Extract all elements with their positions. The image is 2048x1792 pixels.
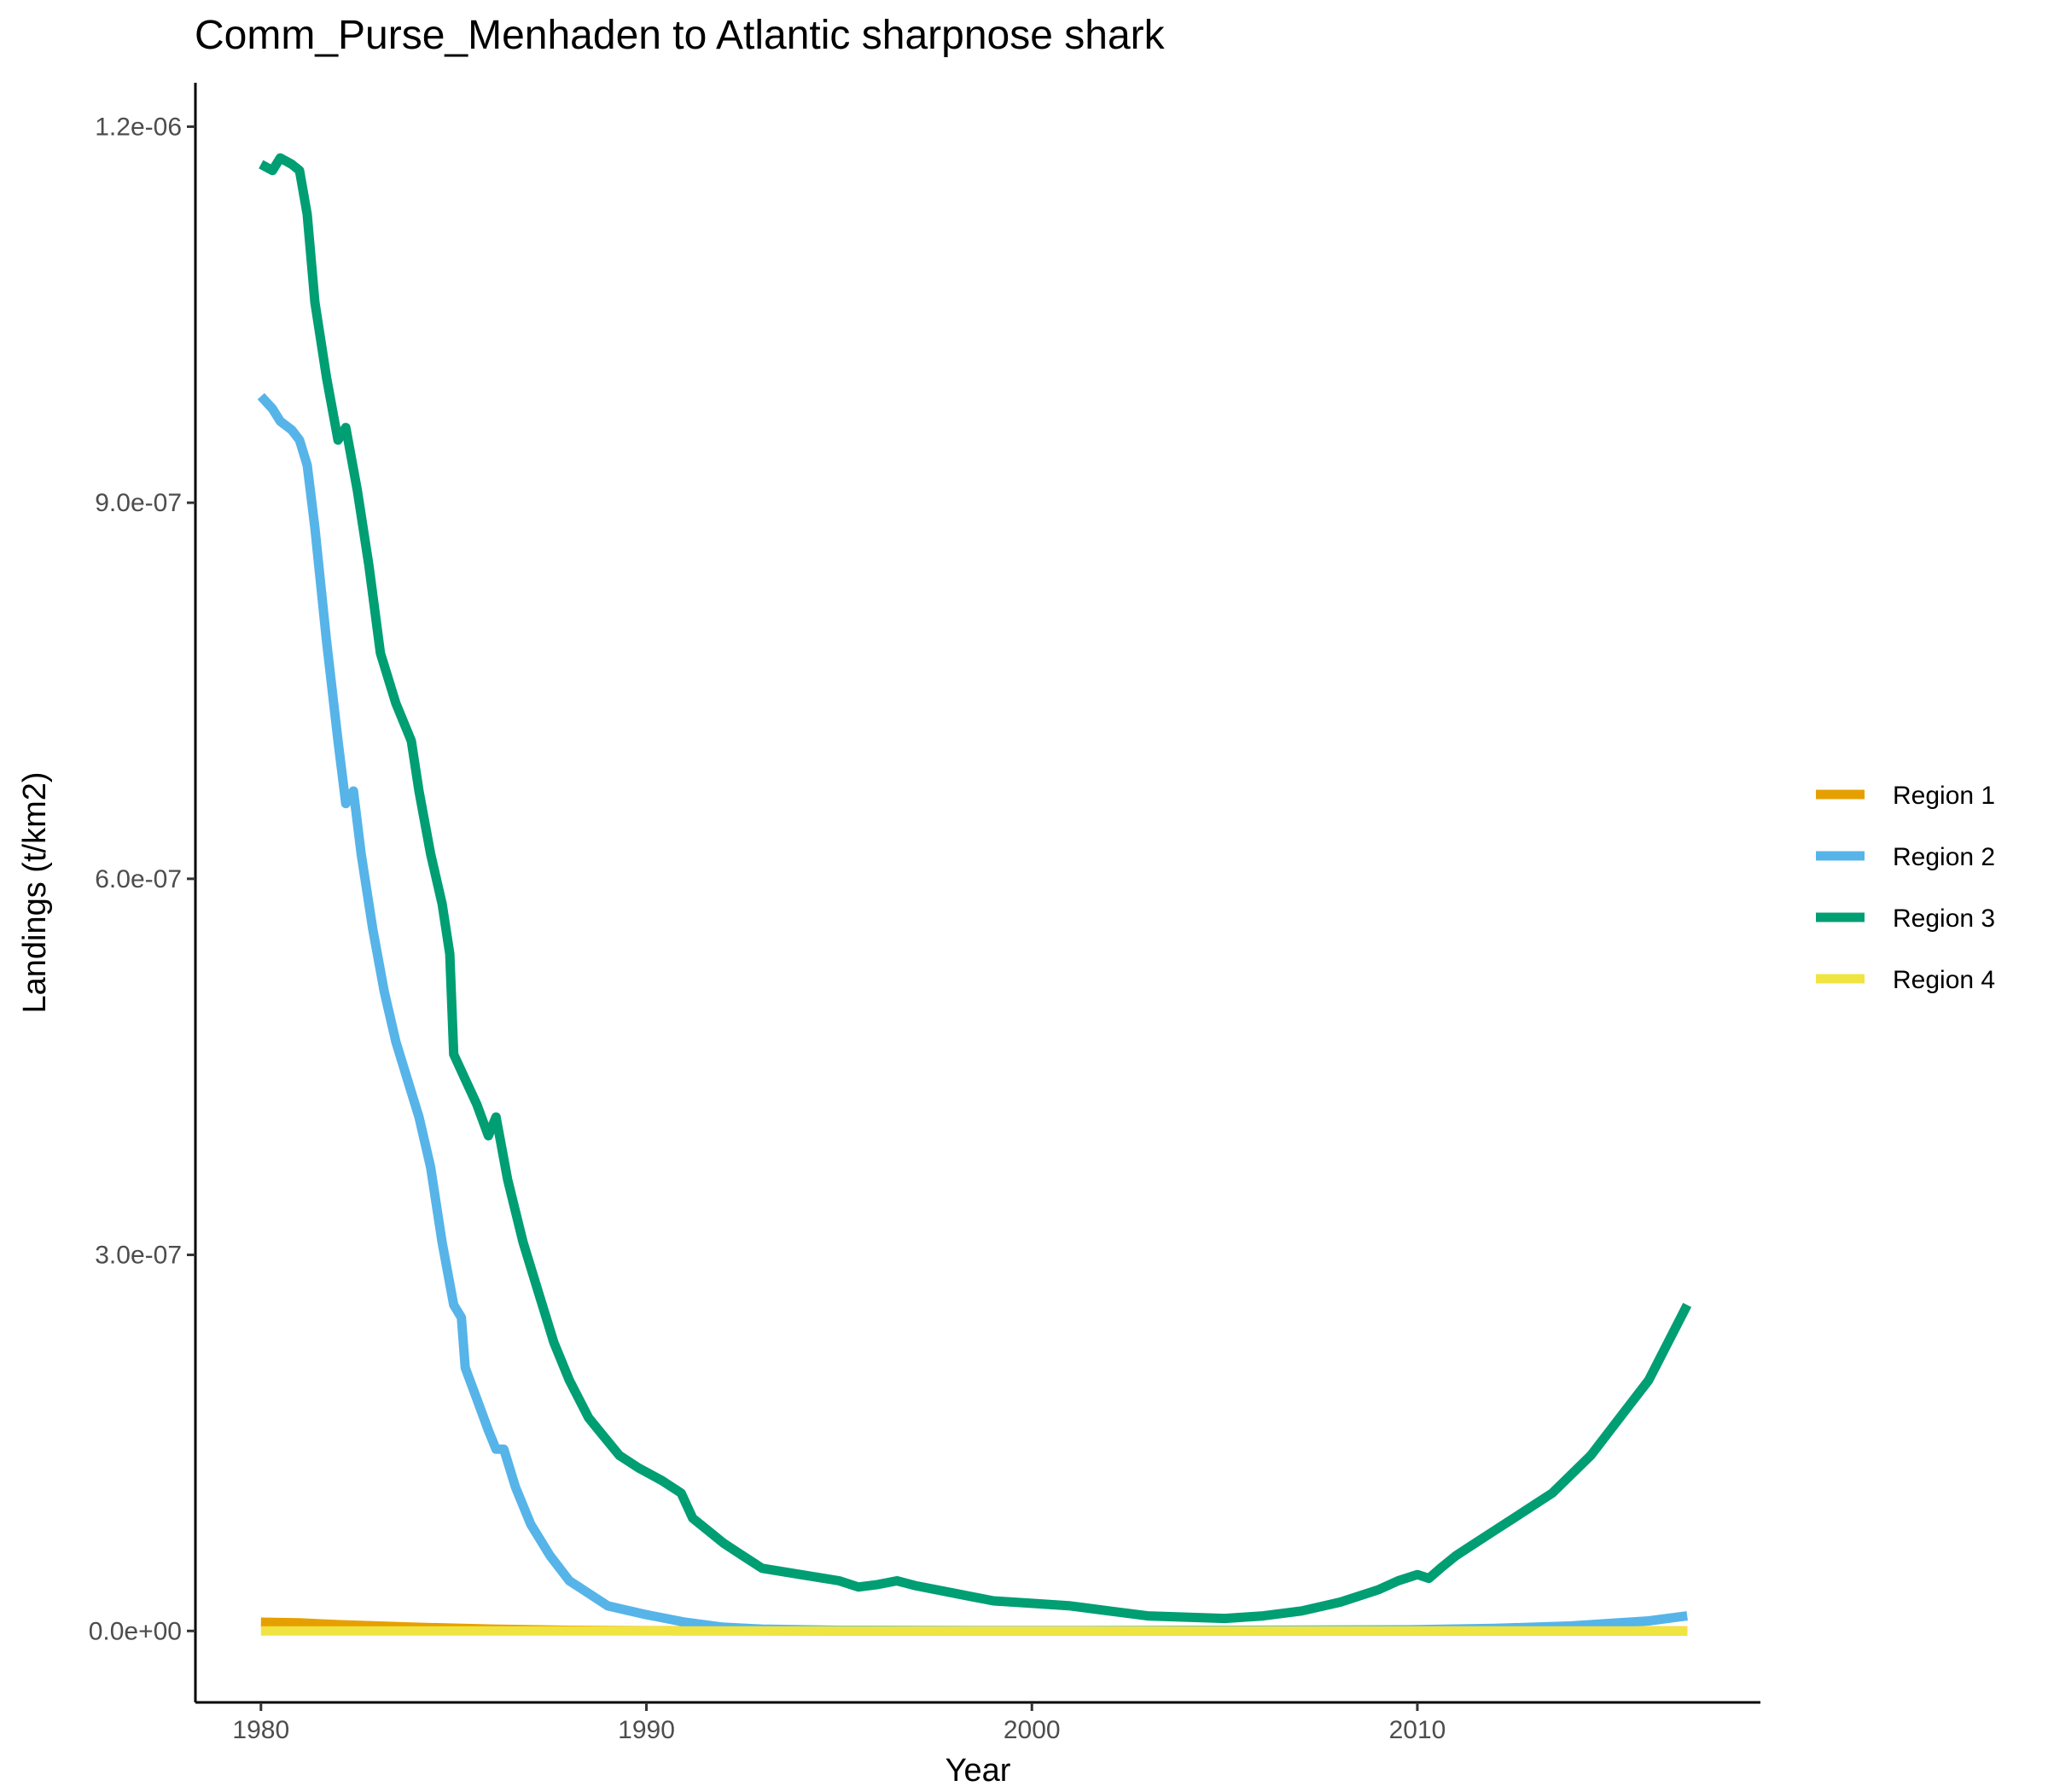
x-tick-label: 2000 [1004, 1716, 1061, 1744]
legend-label-region-3: Region 3 [1893, 905, 1995, 933]
legend-label-region-4: Region 4 [1893, 966, 1995, 994]
series-line-2 [257, 393, 1688, 1636]
y-tick-label: 0.0e+00 [89, 1617, 182, 1645]
x-axis-title: Year [945, 1753, 1011, 1789]
series-line-3 [259, 153, 1692, 1624]
x-tick-label: 1980 [232, 1716, 289, 1744]
legend: Region 1 Region 2 Region 3 Region 4 [1816, 782, 1995, 994]
legend-label-region-2: Region 2 [1893, 843, 1995, 871]
y-axis: 0.0e+00 3.0e-07 6.0e-07 9.0e-07 1.2e-06 [89, 83, 197, 1702]
chart-title: Comm_Purse_Menhaden to Atlantic sharpnos… [195, 13, 1165, 58]
legend-label-region-1: Region 1 [1893, 782, 1995, 810]
y-axis-title: Landings (t/km2) [17, 771, 53, 1013]
y-tick-label: 1.2e-06 [95, 113, 182, 141]
x-tick-label: 2010 [1389, 1716, 1446, 1744]
x-tick-label: 1990 [618, 1716, 675, 1744]
x-axis: 1980 1990 2000 2010 [195, 1701, 1760, 1744]
y-tick-label: 6.0e-07 [95, 865, 182, 893]
y-tick-label: 9.0e-07 [95, 489, 182, 517]
y-tick-label: 3.0e-07 [95, 1242, 182, 1270]
series-layer [257, 153, 1692, 1636]
